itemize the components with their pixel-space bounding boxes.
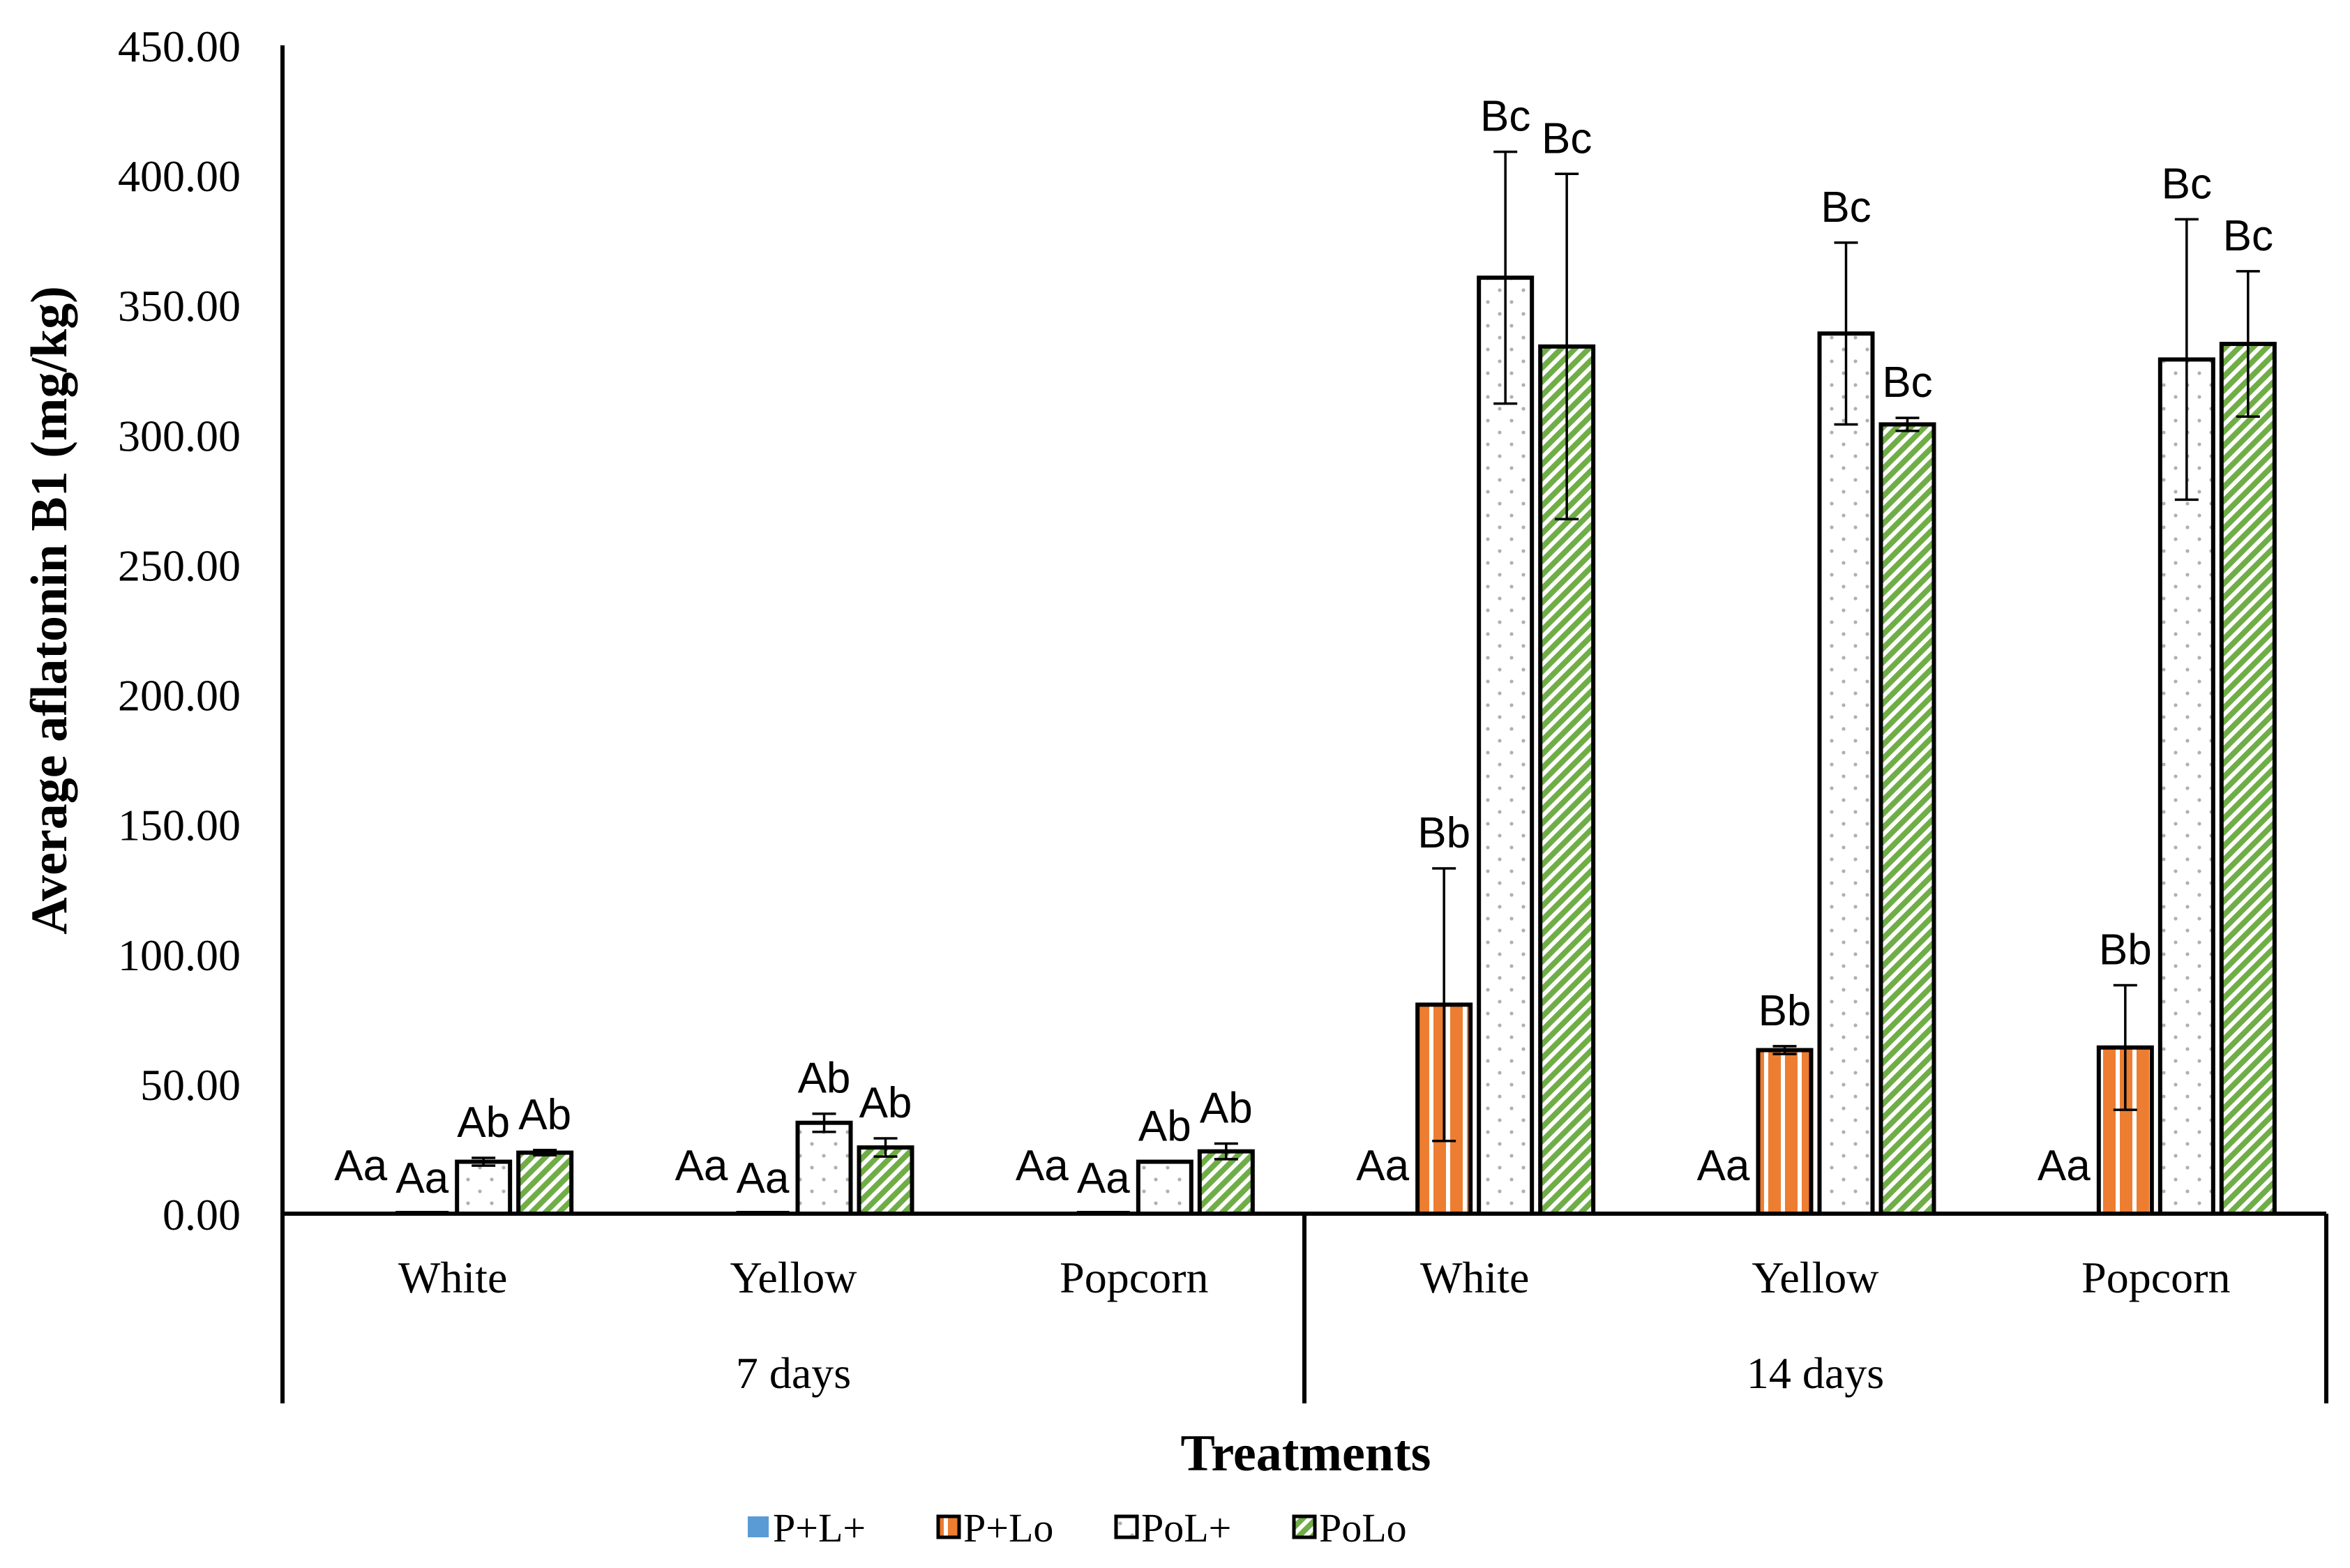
legend-label-P+Lo: P+Lo <box>963 1505 1053 1551</box>
sig-label-P+L+-0: Aa <box>334 1142 387 1190</box>
y-axis-label: Average aflatonin B1 (mg/kg) <box>21 286 78 935</box>
y-axis-ticks: 0.00 50.00 100.00 150.00 200.00 250.00 300.00 3… <box>118 22 241 1239</box>
x-axis-label: Treatments <box>1181 1425 1431 1482</box>
sig-label-PoL+-3: Bc <box>1480 93 1530 141</box>
sig-label-PoLo-5: Bc <box>2223 212 2273 260</box>
sig-label-P+Lo-1: Aa <box>737 1154 790 1203</box>
group-label: 7 days <box>736 1348 851 1398</box>
bar-PoL+-0 <box>455 1159 513 1216</box>
legend-label-PoLo: PoLo <box>1319 1505 1407 1551</box>
legend-label-P+L+: P+L+ <box>773 1505 866 1551</box>
error-bars <box>472 150 2260 1167</box>
category-label: Yellow <box>1752 1253 1879 1302</box>
y-tick-label: 0.00 <box>163 1190 241 1239</box>
y-tick-label: 400.00 <box>118 151 241 201</box>
category-label: White <box>398 1253 507 1302</box>
category-label: Yellow <box>730 1253 857 1302</box>
y-tick-label: 150.00 <box>118 801 241 850</box>
sig-label-P+L+-5: Aa <box>2038 1142 2091 1190</box>
bar-PoLo-4 <box>1878 422 1936 1216</box>
legend-swatch-P+L+ <box>748 1516 769 1537</box>
y-tick-label: 450.00 <box>118 22 241 71</box>
bar-PoL+-3 <box>1477 276 1535 1216</box>
group-label: 14 days <box>1747 1348 1884 1398</box>
sig-label-P+L+-3: Aa <box>1356 1142 1409 1190</box>
sig-label-P+Lo-5: Bb <box>2099 926 2152 974</box>
bar-PoLo-0 <box>516 1150 574 1216</box>
sig-label-PoL+-5: Bc <box>2162 160 2212 208</box>
sig-label-PoLo-1: Ab <box>859 1079 912 1127</box>
bar-P+Lo-4 <box>1756 1048 1814 1216</box>
sig-label-P+L+-4: Aa <box>1697 1142 1750 1190</box>
sig-label-PoLo-0: Ab <box>518 1091 571 1139</box>
sig-label-PoLo-2: Ab <box>1200 1085 1253 1133</box>
category-label: White <box>1420 1253 1529 1302</box>
legend-swatch-PoLo <box>1292 1514 1317 1539</box>
sig-label-PoL+-0: Ab <box>457 1099 510 1147</box>
legend-label-PoL+: PoL+ <box>1141 1505 1231 1551</box>
legend-swatch-PoL+ <box>1114 1514 1139 1539</box>
legend-swatch-P+Lo <box>936 1514 961 1539</box>
sig-label-P+Lo-0: Aa <box>396 1154 449 1203</box>
category-label: Popcorn <box>2081 1253 2230 1302</box>
axes <box>280 45 2328 1403</box>
bar-PoL+-5 <box>2157 357 2215 1216</box>
sig-label-PoLo-3: Bc <box>1542 114 1592 163</box>
bar-PoLo-2 <box>1197 1149 1255 1216</box>
sig-label-P+Lo-4: Bb <box>1758 987 1812 1035</box>
legend: P+L+ P+Lo PoL+ PoLo <box>748 1505 1407 1551</box>
sig-label-P+Lo-3: Bb <box>1417 809 1470 857</box>
y-tick-label: 200.00 <box>118 671 241 721</box>
sig-label-PoLo-4: Bc <box>1882 359 1932 407</box>
y-tick-label: 50.00 <box>140 1060 241 1110</box>
sig-label-P+L+-1: Aa <box>675 1142 728 1190</box>
bar-PoLo-5 <box>2219 342 2277 1216</box>
category-label: Popcorn <box>1060 1253 1208 1302</box>
y-axis-title: Average aflatonin B1 (mg/kg) <box>21 286 78 935</box>
y-tick-label: 250.00 <box>118 541 241 590</box>
y-tick-label: 300.00 <box>118 411 241 460</box>
y-tick-label: 350.00 <box>118 281 241 331</box>
sig-label-P+Lo-2: Aa <box>1077 1154 1130 1203</box>
bar-PoL+-4 <box>1817 331 1875 1216</box>
sig-label-PoL+-1: Ab <box>798 1055 851 1103</box>
y-tick-label: 100.00 <box>118 930 241 980</box>
bar-PoL+-2 <box>1136 1159 1193 1216</box>
sig-label-PoL+-2: Ab <box>1138 1103 1191 1151</box>
sig-label-P+L+-2: Aa <box>1016 1142 1069 1190</box>
x-axis-categories: White Yellow Popcorn 7 days White Yellow Popco… <box>398 1253 2231 1398</box>
sig-label-PoL+-4: Bc <box>1821 183 1871 232</box>
bars <box>396 276 2277 1216</box>
bar-PoL+-1 <box>795 1120 853 1216</box>
